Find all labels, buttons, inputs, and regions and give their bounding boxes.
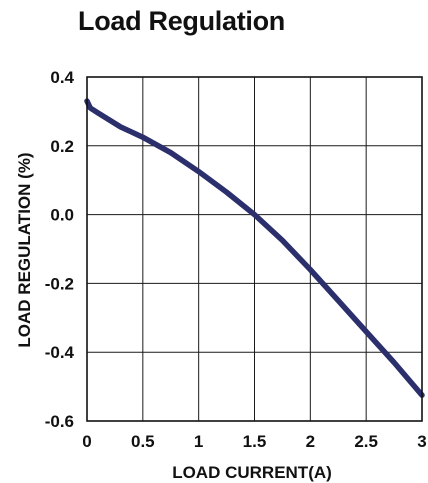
y-tick-label: -0.4 [45,343,75,362]
plot-frame [86,76,423,422]
chart-title: Load Regulation [78,6,285,36]
plot-border [86,76,423,422]
x-tick-label: 2 [306,432,315,451]
y-tick-label: -0.6 [45,412,74,431]
x-tick-label: 0 [82,432,91,451]
x-tick-label: 1 [194,432,203,451]
x-tick-label: 2.5 [354,432,378,451]
grid-lines [87,77,422,421]
x-tick-label: 1.5 [243,432,267,451]
tick-labels: 0 0.5 1 1.5 2 2.5 3 0.4 0.2 0.0 -0.2 -0.4 -0.6 [45,68,427,451]
y-tick-label: 0.0 [50,206,74,225]
y-tick-label: -0.2 [45,274,74,293]
x-tick-label: 3 [417,432,426,451]
series-layer [84,98,425,398]
x-axis-label: LOAD CURRENT(A) [172,463,332,482]
series-line [84,98,425,398]
y-tick-label: 0.4 [50,68,74,87]
y-axis-label: LOAD REGULATION (%) [15,152,34,347]
y-tick-label: 0.2 [50,137,74,156]
x-tick-label: 0.5 [131,432,155,451]
